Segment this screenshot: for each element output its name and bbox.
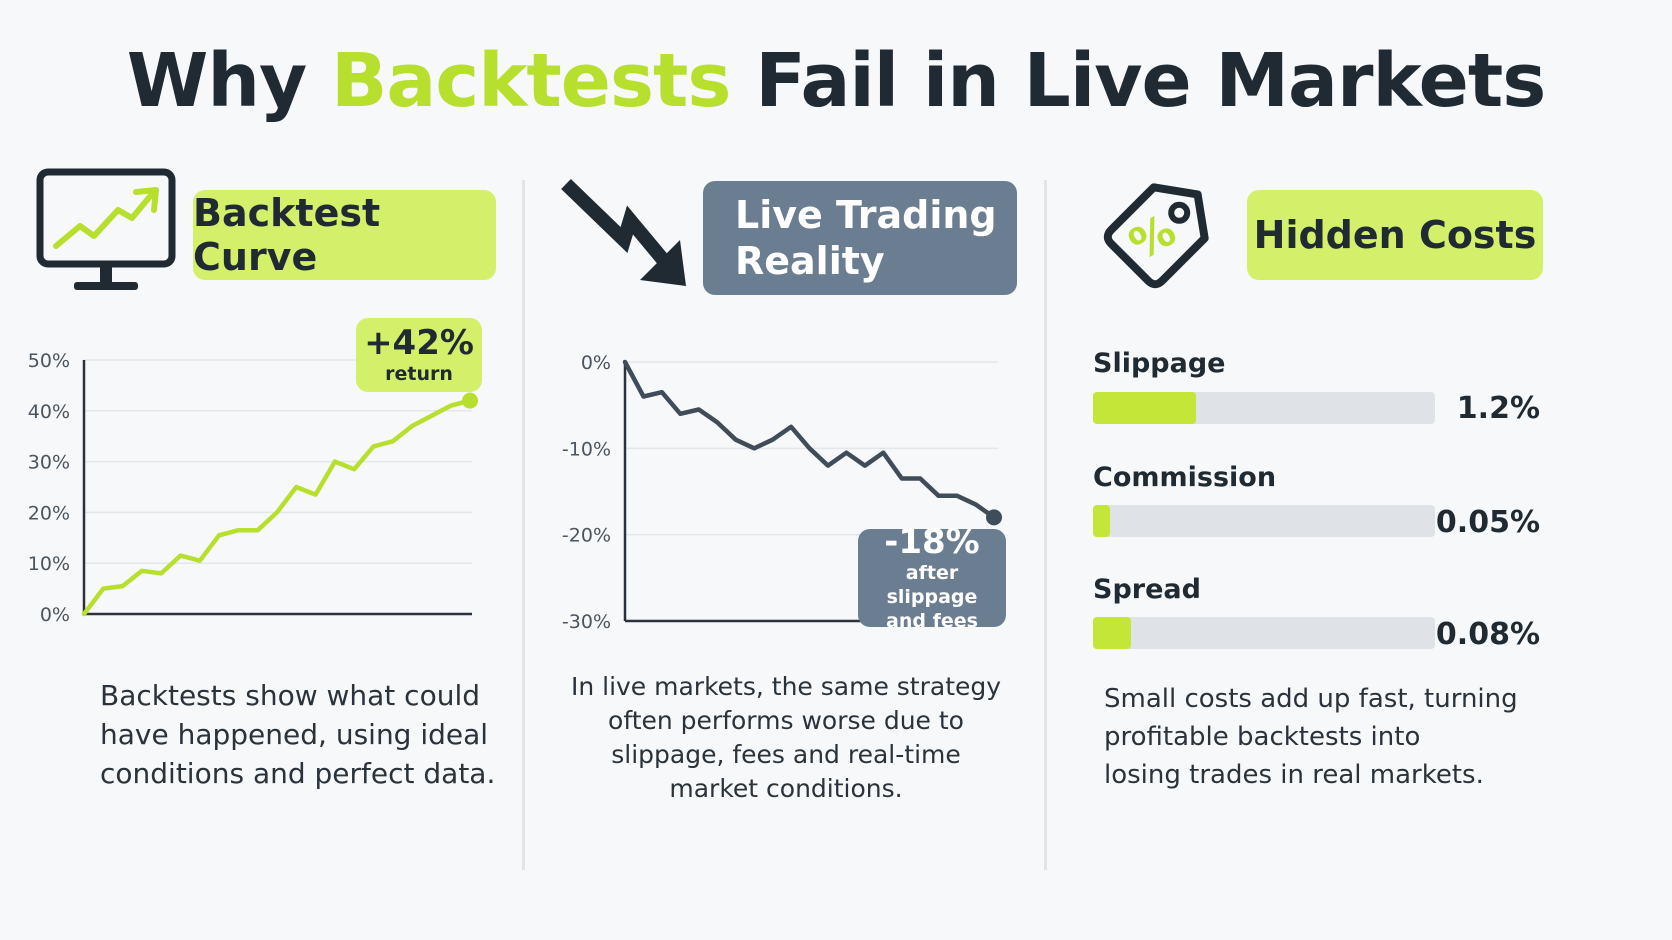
backtest-return-label: return xyxy=(385,363,453,385)
y-tick-label: 10% xyxy=(28,553,70,575)
hidden-costs-heading-label: Hidden Costs xyxy=(1253,213,1537,257)
backtest-line-chart: 0% 10% 20% 30% 40% 50% xyxy=(28,350,478,626)
end-point xyxy=(986,509,1002,526)
y-tick-label: 0% xyxy=(581,352,611,374)
backtest-return-value: +42% xyxy=(364,323,474,363)
hidden-costs-heading: Hidden Costs xyxy=(1247,190,1543,280)
cost-label-commission: Commission xyxy=(1093,462,1277,493)
y-tick-label: 40% xyxy=(28,401,70,423)
end-point xyxy=(462,392,478,409)
cost-bar-commission xyxy=(1093,505,1435,537)
hidden-costs-description: Small costs add up fast, turning profita… xyxy=(1104,684,1518,790)
percent-price-tag-icon: % xyxy=(1088,164,1228,308)
live-return-value: -18% xyxy=(884,522,980,562)
y-tick-label: 0% xyxy=(40,604,70,626)
title-accent: Backtests xyxy=(331,38,731,124)
cost-bar-slippage xyxy=(1093,392,1435,424)
cost-bar-fill-spread xyxy=(1093,617,1131,649)
live-trading-description: In live markets, the same strategy often… xyxy=(570,672,1002,803)
cost-bar-fill-commission xyxy=(1093,505,1111,537)
monitor-rising-chart-icon xyxy=(36,168,176,304)
downtrend-arrow-icon xyxy=(560,176,692,292)
y-tick-label: 30% xyxy=(28,452,70,474)
column-divider-2 xyxy=(1044,180,1047,870)
live-trading-heading: Live Trading Reality xyxy=(703,181,1017,295)
y-tick-label: 20% xyxy=(28,502,70,524)
live-return-callout: -18% after slippage and fees xyxy=(858,523,1006,632)
y-tick-label: 50% xyxy=(28,350,70,372)
cost-value-commission: 0.05% xyxy=(1435,505,1540,540)
cost-bar-spread xyxy=(1093,617,1435,649)
title-part-2: Fail in Live Markets xyxy=(730,38,1546,124)
live-trading-heading-label: Live Trading Reality xyxy=(735,193,997,283)
backtest-curve-heading: Backtest Curve xyxy=(193,190,496,280)
series-line xyxy=(81,398,473,617)
page-title: Why Backtests Fail in Live Markets xyxy=(0,38,1672,124)
cost-value-slippage: 1.2% xyxy=(1456,391,1540,426)
y-tick-label: -10% xyxy=(562,438,611,460)
series-line xyxy=(622,359,997,520)
backtest-return-callout: +42% return xyxy=(356,318,482,392)
backtest-description: Backtests show what could have happened,… xyxy=(100,679,496,790)
backtest-curve-heading-label: Backtest Curve xyxy=(193,191,381,279)
column-divider-1 xyxy=(522,180,525,870)
title-part-1: Why xyxy=(126,38,332,124)
cost-bar-fill-slippage xyxy=(1093,392,1196,424)
live-return-label: after slippage and fees xyxy=(886,562,978,632)
cost-value-spread: 0.08% xyxy=(1435,617,1540,652)
cost-label-spread: Spread xyxy=(1093,574,1201,605)
y-tick-label: -20% xyxy=(562,525,611,547)
cost-label-slippage: Slippage xyxy=(1093,348,1226,379)
y-tick-label: -30% xyxy=(562,611,611,633)
